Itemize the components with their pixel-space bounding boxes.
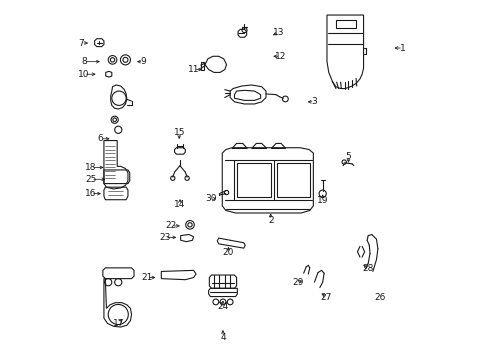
Text: 16: 16 <box>85 189 97 198</box>
Text: 4: 4 <box>220 333 225 342</box>
Text: 18: 18 <box>85 163 97 172</box>
Text: 6: 6 <box>97 134 103 143</box>
Text: 10: 10 <box>78 70 89 79</box>
Text: 21: 21 <box>141 273 152 282</box>
Text: 24: 24 <box>217 302 228 311</box>
Text: 9: 9 <box>140 57 146 66</box>
Text: 15: 15 <box>173 128 184 137</box>
Text: 20: 20 <box>222 248 234 257</box>
Text: 27: 27 <box>320 293 331 302</box>
Text: 12: 12 <box>274 52 285 61</box>
Text: 1: 1 <box>399 44 405 53</box>
Text: 13: 13 <box>272 28 284 37</box>
Text: 8: 8 <box>81 57 86 66</box>
Text: 30: 30 <box>205 194 217 203</box>
Text: 3: 3 <box>311 97 317 106</box>
Text: 19: 19 <box>316 196 328 205</box>
Text: 23: 23 <box>159 233 170 242</box>
Text: 25: 25 <box>85 175 97 184</box>
Text: 17: 17 <box>112 319 124 328</box>
Text: 2: 2 <box>267 216 273 225</box>
Text: 29: 29 <box>291 278 303 287</box>
Text: 14: 14 <box>174 200 185 209</box>
Text: 11: 11 <box>187 65 199 74</box>
Text: 22: 22 <box>165 221 176 230</box>
Text: 26: 26 <box>374 293 385 302</box>
Text: 7: 7 <box>78 39 84 48</box>
Text: 5: 5 <box>345 152 351 161</box>
Text: 28: 28 <box>362 265 373 274</box>
